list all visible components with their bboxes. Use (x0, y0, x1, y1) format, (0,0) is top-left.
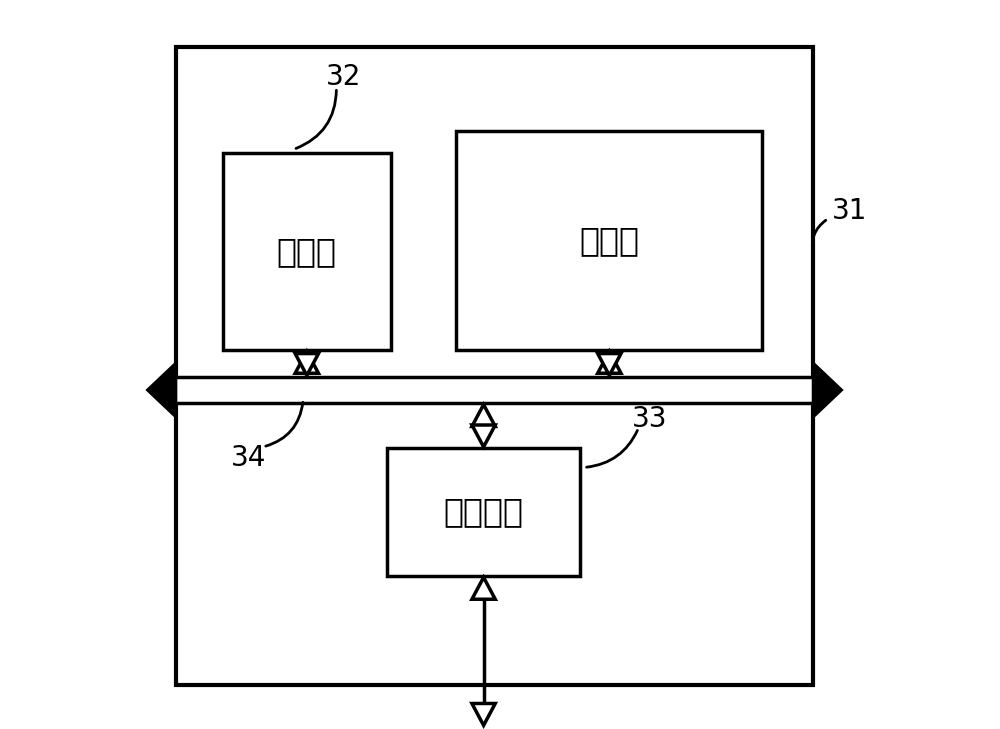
Polygon shape (295, 351, 318, 373)
Text: 34: 34 (231, 444, 266, 472)
Polygon shape (148, 364, 176, 416)
Polygon shape (472, 425, 495, 447)
FancyArrowPatch shape (266, 402, 303, 446)
Text: 存储器: 存储器 (579, 224, 639, 257)
Text: 处理器: 处理器 (277, 235, 337, 268)
Polygon shape (472, 577, 495, 599)
Polygon shape (472, 703, 495, 725)
Polygon shape (813, 364, 841, 416)
Text: 通信接口: 通信接口 (444, 496, 524, 529)
FancyArrowPatch shape (587, 430, 637, 467)
Bar (176, 47, 813, 685)
Text: 31: 31 (832, 198, 867, 225)
Polygon shape (472, 405, 495, 426)
Bar (456, 131, 762, 350)
Polygon shape (598, 354, 621, 375)
Bar (176, 377, 813, 403)
FancyArrowPatch shape (812, 220, 826, 252)
Polygon shape (295, 354, 318, 375)
FancyArrowPatch shape (296, 90, 336, 149)
Bar (387, 448, 580, 576)
Polygon shape (598, 351, 621, 373)
Bar (223, 153, 391, 350)
Text: 32: 32 (326, 63, 361, 90)
Text: 33: 33 (632, 405, 667, 433)
